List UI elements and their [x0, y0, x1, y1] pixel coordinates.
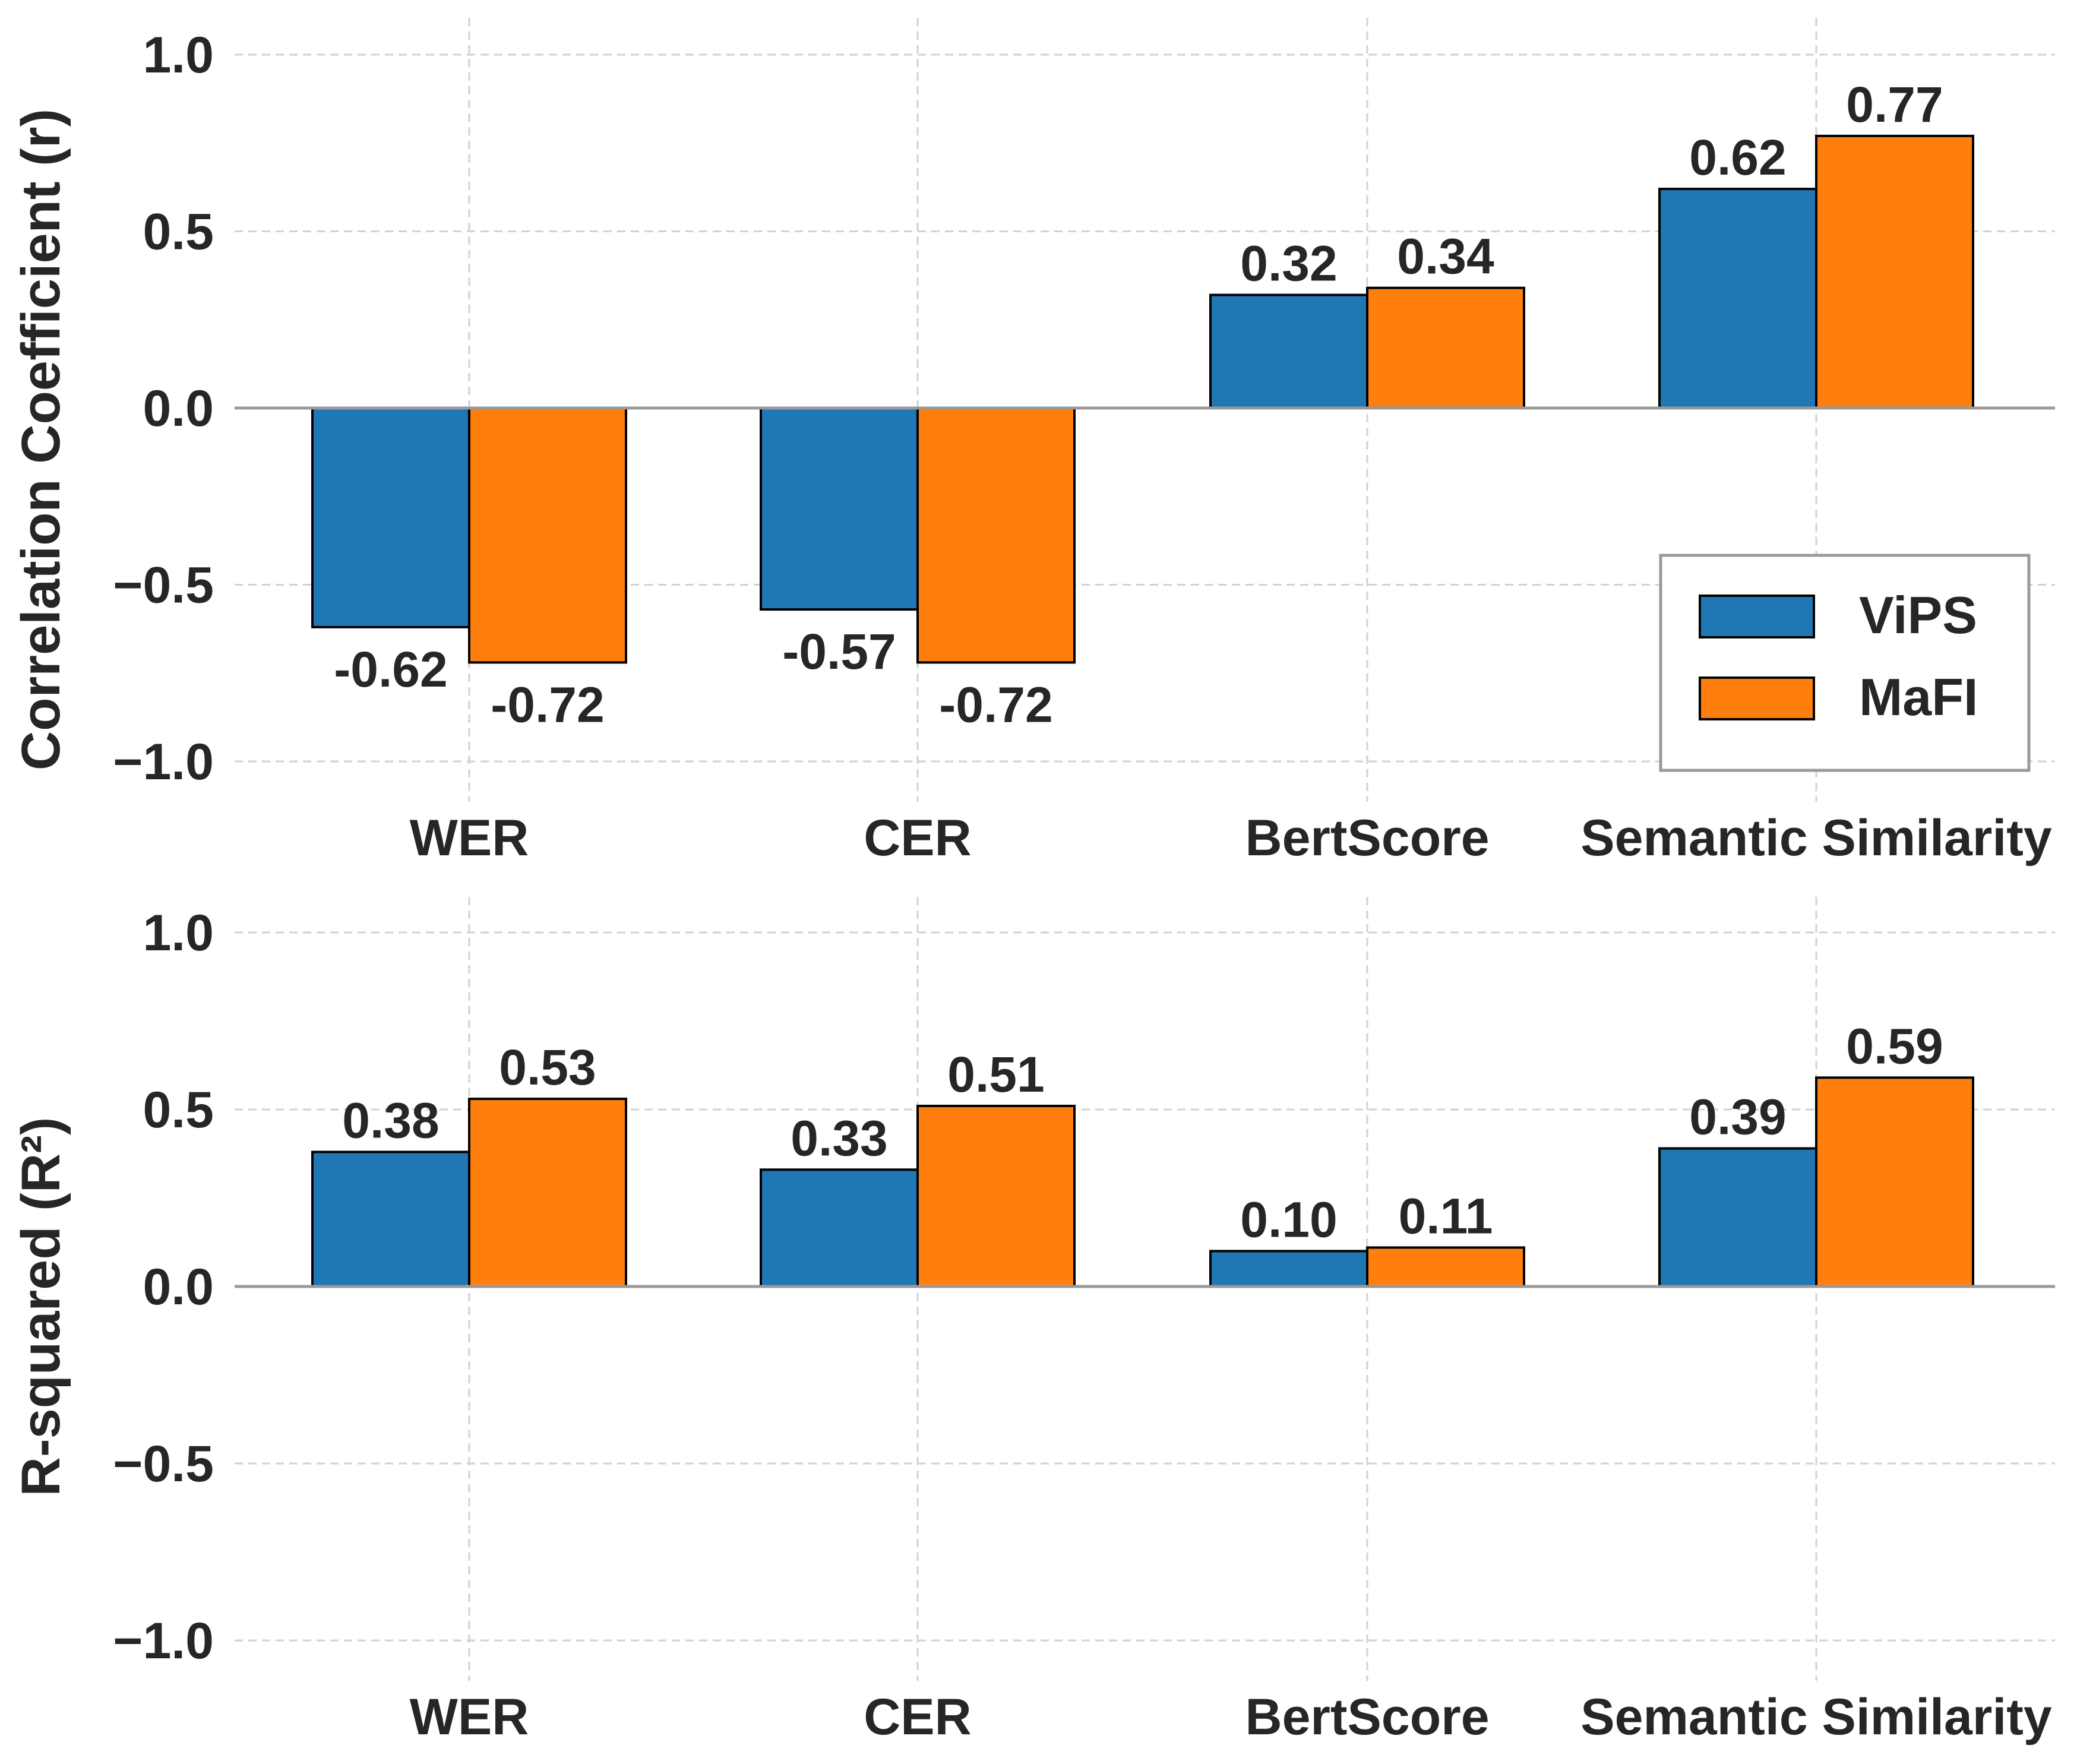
r-squared-panel: 1.0 0.5 0.0 −0.5 −1.0 R-squared (R²) 0.38 0.53 W… — [11, 897, 2055, 1746]
bar-vips-bertscore — [1209, 1250, 1368, 1288]
bar-mafi-semantic-similarity — [1815, 1076, 1974, 1288]
y-axis-label: Correlation Coefficient (r) — [11, 109, 71, 770]
data-label-vips-cer: -0.57 — [782, 624, 896, 679]
data-label-vips-semantic-similarity: 0.62 — [1689, 129, 1787, 185]
legend: ViPS MaFI — [1659, 554, 2031, 772]
bar-vips-semantic-similarity — [1658, 1147, 1817, 1288]
data-label-vips-bertscore: 0.10 — [1240, 1191, 1338, 1247]
x-tick-label: WER — [410, 810, 529, 867]
bar-vips-wer — [311, 407, 470, 628]
data-label-vips-cer: 0.33 — [791, 1110, 888, 1166]
y-tick-label: 0.0 — [143, 380, 214, 437]
bar-mafi-bertscore — [1366, 1246, 1525, 1288]
bar-mafi-semantic-similarity — [1815, 134, 1974, 409]
data-label-vips-wer: 0.38 — [342, 1093, 440, 1149]
bar-vips-wer — [311, 1150, 470, 1288]
x-tick-label: BertScore — [1245, 810, 1489, 867]
legend-frame — [1659, 554, 2031, 772]
bar-vips-cer — [760, 1168, 919, 1288]
data-label-mafi-cer: -0.72 — [939, 676, 1052, 732]
data-label-mafi-semantic-similarity: 0.59 — [1846, 1018, 1943, 1074]
y-tick-label: 0.5 — [143, 204, 214, 261]
bar-vips-bertscore — [1209, 293, 1368, 409]
x-tick-label: CER — [864, 1689, 972, 1746]
data-label-vips-bertscore: 0.32 — [1240, 236, 1338, 292]
legend-swatch-mafi — [1699, 676, 1815, 720]
y-tick-label: −1.0 — [113, 734, 214, 791]
bar-vips-cer — [760, 407, 919, 611]
bar-mafi-cer — [916, 407, 1076, 664]
bar-mafi-cer — [916, 1105, 1076, 1288]
bar-vips-semantic-similarity — [1658, 188, 1817, 409]
data-label-mafi-wer: -0.72 — [491, 676, 604, 732]
y-tick-label: 1.0 — [143, 27, 214, 84]
legend-label-mafi: MaFI — [1859, 668, 1978, 726]
data-label-mafi-wer: 0.53 — [499, 1039, 596, 1095]
x-tick-label: Semantic Similarity — [1580, 810, 2052, 867]
y-axis-label: R-squared (R²) — [11, 1117, 71, 1497]
x-tick-label: WER — [410, 1689, 529, 1746]
data-label-mafi-bertscore: 0.11 — [1399, 1188, 1493, 1244]
y-tick-label: 0.5 — [143, 1082, 214, 1139]
correlation-panel: 1.0 0.5 0.0 −0.5 −1.0 Correlation Coefficient… — [11, 18, 2055, 867]
data-label-vips-wer: -0.62 — [334, 641, 447, 697]
y-tick-label: 0.0 — [143, 1259, 214, 1316]
legend-swatch-vips — [1699, 595, 1815, 638]
bar-mafi-bertscore — [1366, 286, 1525, 410]
x-tick-label: Semantic Similarity — [1580, 1689, 2052, 1746]
data-label-vips-semantic-similarity: 0.39 — [1689, 1089, 1787, 1145]
bar-mafi-wer — [468, 1098, 627, 1288]
data-label-mafi-cer: 0.51 — [947, 1047, 1045, 1102]
data-label-mafi-bertscore: 0.34 — [1397, 229, 1494, 284]
y-tick-label: −0.5 — [113, 1436, 214, 1493]
x-tick-label: CER — [864, 810, 972, 867]
y-tick-label: −0.5 — [113, 557, 214, 614]
y-tick-label: 1.0 — [143, 905, 214, 962]
data-label-mafi-semantic-similarity: 0.77 — [1846, 77, 1943, 132]
x-tick-label: BertScore — [1245, 1689, 1489, 1746]
y-tick-label: −1.0 — [113, 1613, 214, 1670]
bar-mafi-wer — [468, 407, 627, 664]
legend-label-vips: ViPS — [1859, 586, 1977, 644]
